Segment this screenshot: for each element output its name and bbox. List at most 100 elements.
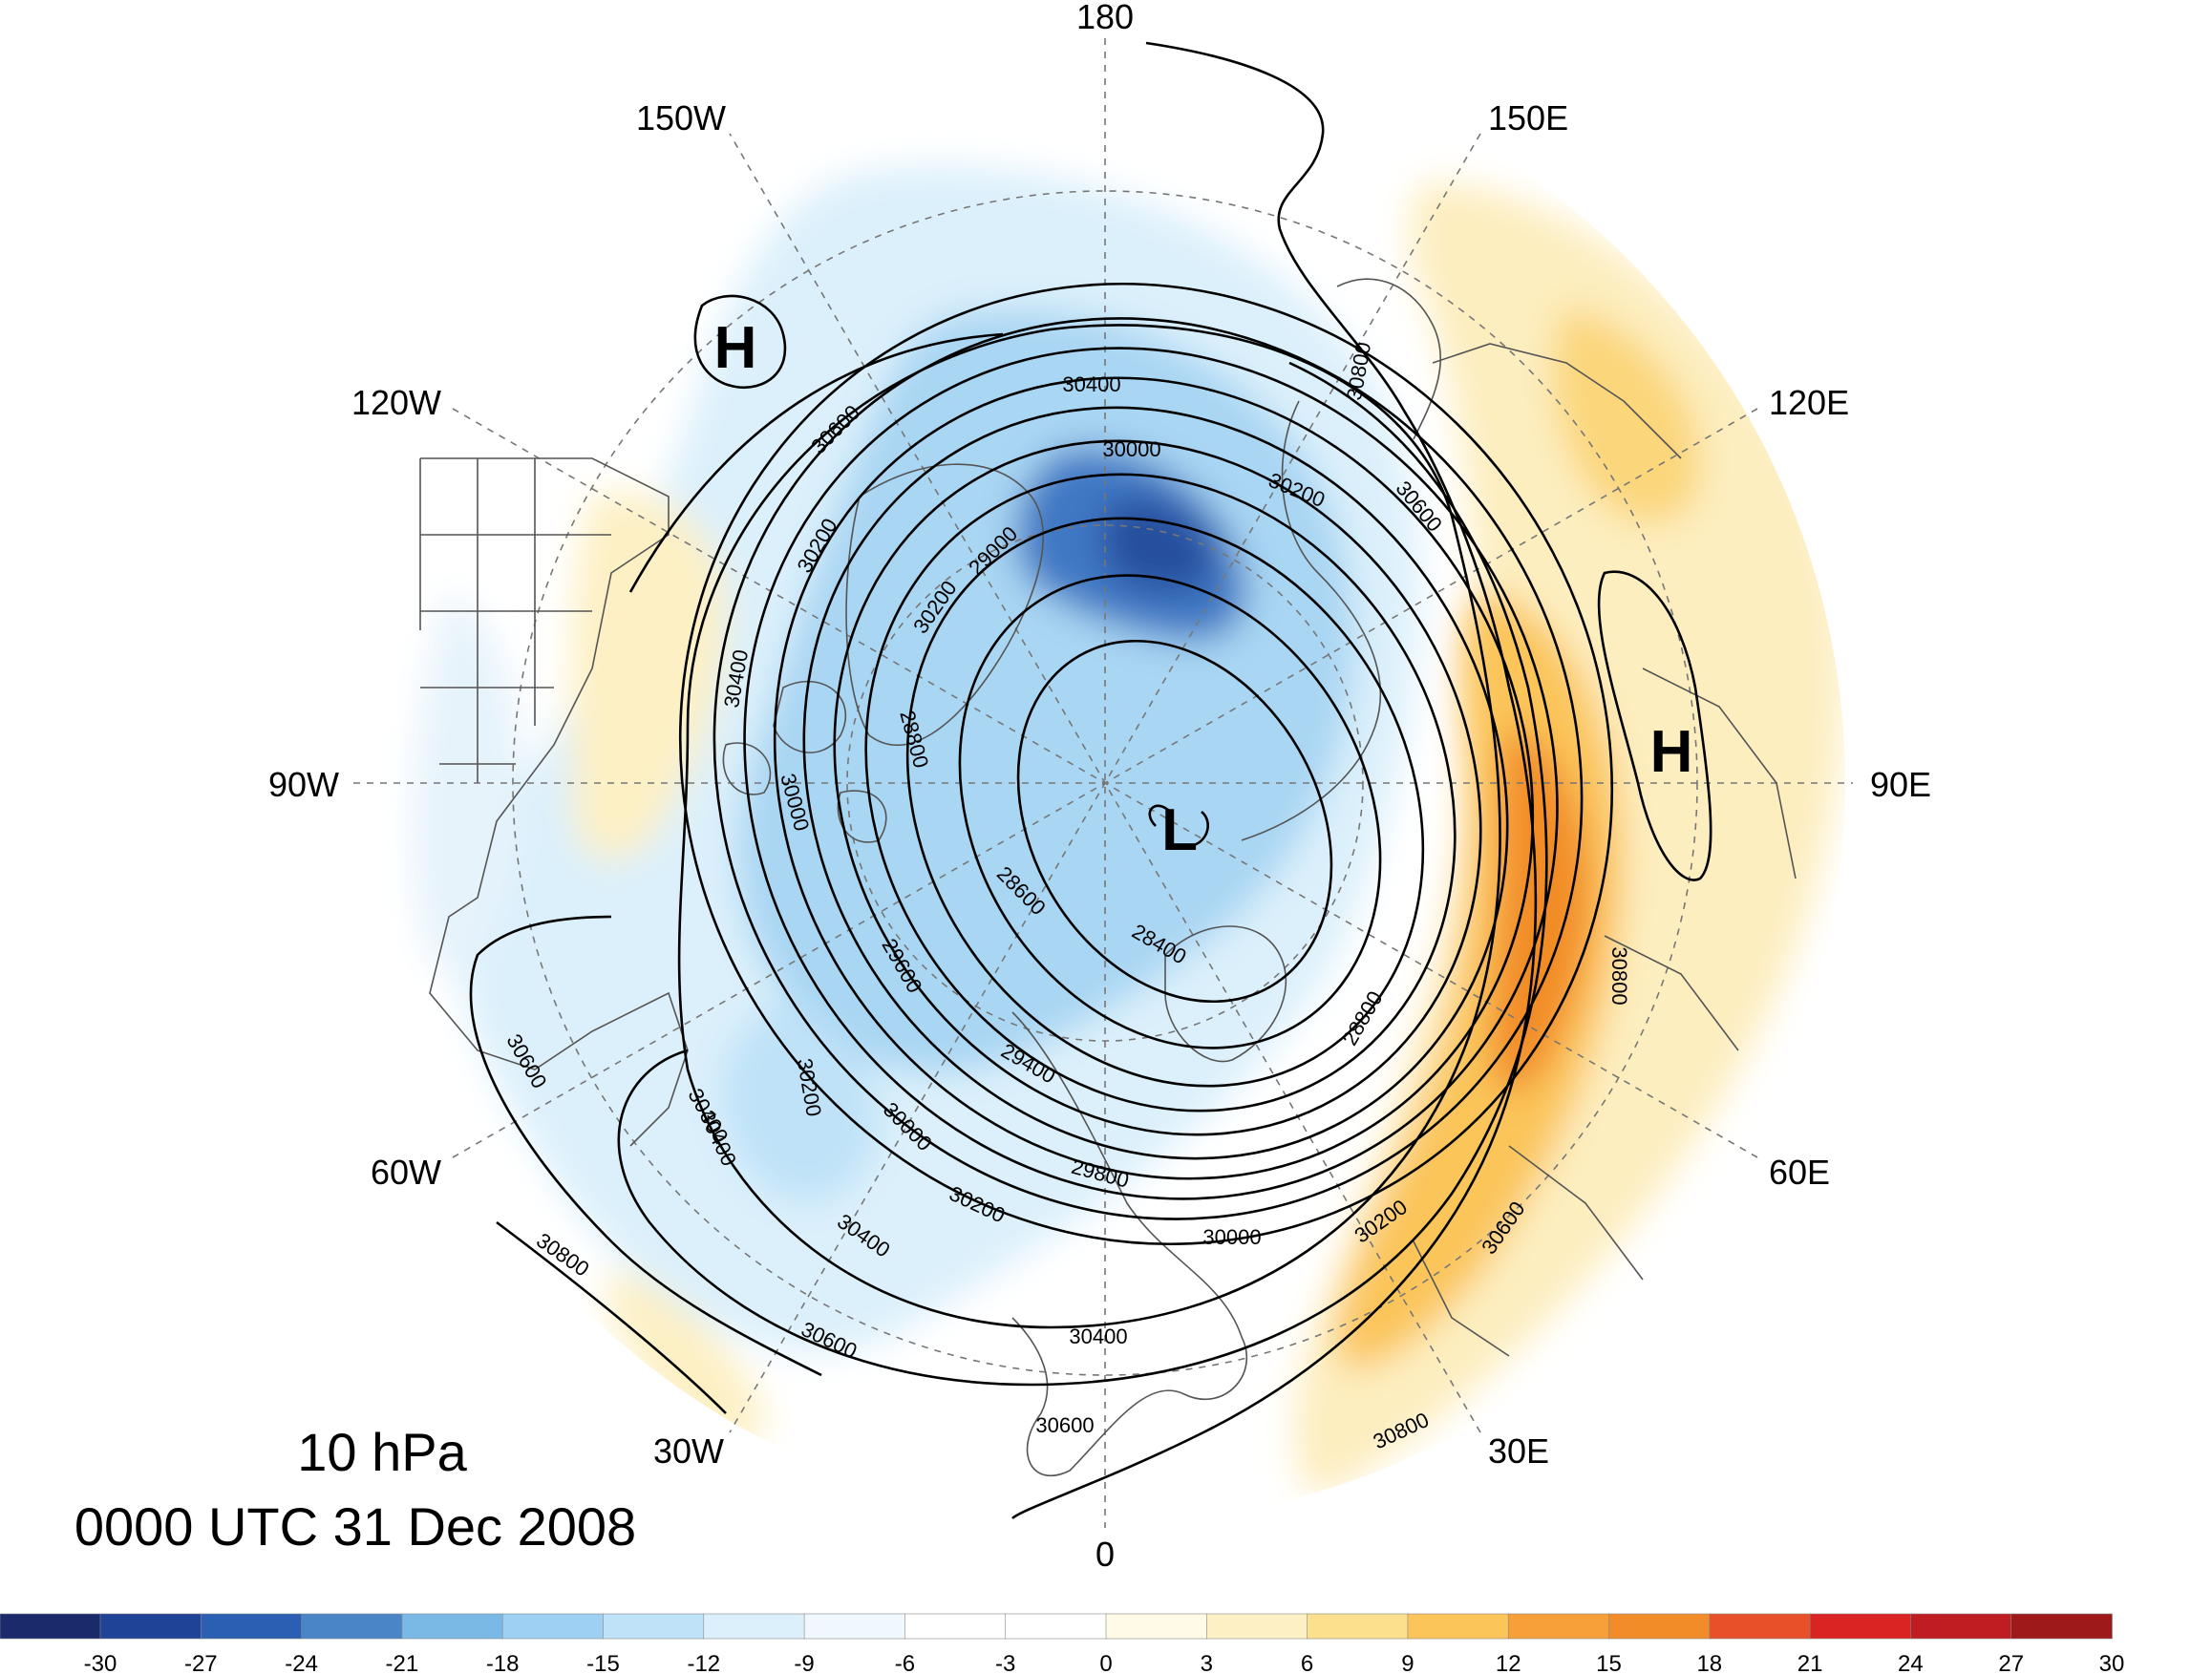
valid-time-title: 0000 UTC 31 Dec 2008 xyxy=(74,1496,636,1557)
contour-30400 xyxy=(677,324,1501,1329)
north-america-outline xyxy=(420,457,689,1147)
colorbar-tick-label: -27 xyxy=(184,1651,218,1674)
europe-outline xyxy=(1011,1011,1247,1477)
light-warm-region-atlantic xyxy=(607,1270,766,1444)
contour-29400 xyxy=(802,406,1509,1160)
asia-borders xyxy=(1413,343,1797,1357)
scandinavia-outline xyxy=(1164,925,1287,1063)
colorbar-swatch xyxy=(703,1613,805,1640)
contour-label: 30000 xyxy=(1202,1225,1261,1249)
colorbar-swatch xyxy=(301,1613,403,1640)
colorbar-tick-label: 18 xyxy=(1696,1651,1722,1674)
colorbar: -30 -27 -24 -21 -18 -15 -12 -9 -6 -3 0 3 6 9 12 15 18 21 2… xyxy=(0,1613,2125,1674)
colorbar-swatch xyxy=(501,1613,605,1640)
lon-label-30w: 30W xyxy=(653,1431,724,1471)
colorbar-swatch xyxy=(1809,1613,1912,1640)
colorbar-tick-label: 21 xyxy=(1797,1651,1823,1674)
lon-label-0: 0 xyxy=(1095,1535,1115,1574)
colorbar-swatch xyxy=(0,1613,101,1640)
colorbar-tick-label: -15 xyxy=(586,1651,620,1674)
height-contours xyxy=(469,41,1712,1520)
contour-30200 xyxy=(679,283,1613,1245)
lon-label-60w: 60W xyxy=(371,1153,441,1192)
contour-polar-low-inner xyxy=(1148,804,1209,847)
contour-28600 xyxy=(958,574,1382,1049)
high-pressure-marker-pacific: H xyxy=(714,315,757,381)
colorbar-swatch xyxy=(99,1613,202,1640)
colorbar-tick-label: 30 xyxy=(2099,1651,2125,1674)
colorbar-swatch xyxy=(1709,1613,1811,1640)
colorbar-swatch xyxy=(1206,1613,1308,1640)
contour-north-pacific-high xyxy=(693,294,787,390)
colorbar-tick-label: 15 xyxy=(1596,1651,1622,1674)
colorbar-tick-label: 3 xyxy=(1201,1651,1213,1674)
contour-30800-east-high xyxy=(1597,570,1712,881)
contour-label: 30000 xyxy=(1102,437,1160,461)
colorbar-tick-label: 9 xyxy=(1401,1651,1414,1674)
colorbar-tick-label: -18 xyxy=(486,1651,520,1674)
coastlines xyxy=(419,278,1797,1477)
contour-label: 30400 xyxy=(1062,372,1120,396)
colorbar-swatch xyxy=(603,1613,705,1640)
colorbar-tick-label: 24 xyxy=(1898,1651,1924,1674)
pressure-centers: H H L xyxy=(714,315,1693,863)
colorbar-tick-label: -6 xyxy=(895,1651,915,1674)
temperature-anomaly-shading xyxy=(413,165,1844,1495)
high-pressure-marker-asia: H xyxy=(1650,719,1693,785)
low-pressure-marker-polar: L xyxy=(1161,797,1198,863)
colorbar-tick-label: -21 xyxy=(386,1651,419,1674)
contour-30800-north xyxy=(1011,41,1538,1520)
contour-label: 30800 xyxy=(1607,946,1631,1005)
contour-29800 xyxy=(743,347,1559,1200)
colorbar-swatch xyxy=(2010,1613,2113,1640)
longitude-labels: 180 150E 120E 90E 60E 30E 0 30W 60W 90W … xyxy=(268,0,1931,1574)
colorbar-swatch xyxy=(1005,1613,1107,1640)
contour-28400 xyxy=(1016,639,1333,1004)
warm-region-northeast xyxy=(1552,306,1701,523)
contour-29600 xyxy=(773,376,1535,1180)
colorbar-swatch xyxy=(1507,1613,1610,1640)
contour-30600 xyxy=(469,332,1548,1387)
hot-region-east xyxy=(1491,726,1592,1092)
lon-label-30e: 30E xyxy=(1488,1431,1549,1471)
contour-28800 xyxy=(905,517,1425,1088)
east-siberia-coast xyxy=(1336,278,1441,440)
lon-label-90e: 90E xyxy=(1870,765,1931,804)
graticule xyxy=(353,38,1853,1528)
cold-region-south xyxy=(720,1003,880,1203)
contour-30800-west xyxy=(496,1220,727,1414)
colorbar-swatch xyxy=(904,1613,1007,1640)
lon-label-60e: 60E xyxy=(1769,1153,1830,1192)
colorbar-tick-label: -3 xyxy=(995,1651,1015,1674)
colorbar-tick-label: -9 xyxy=(794,1651,814,1674)
colorbar-tick-label: 0 xyxy=(1099,1651,1112,1674)
colorbar-tick-label: 6 xyxy=(1301,1651,1313,1674)
contour-29000 xyxy=(864,473,1457,1112)
colorbar-swatch xyxy=(803,1613,906,1640)
contour-label: 28800 xyxy=(1337,987,1387,1049)
colorbar-swatch xyxy=(201,1613,303,1640)
lon-label-120e: 120E xyxy=(1769,383,1849,422)
colorbar-tick-label: 27 xyxy=(1998,1651,2024,1674)
colorbar-swatch xyxy=(401,1613,503,1640)
contour-29200 xyxy=(833,439,1482,1136)
greenland-outline xyxy=(845,463,1044,746)
lon-label-150w: 150W xyxy=(636,98,726,138)
deep-cold-core xyxy=(1100,497,1215,594)
colorbar-tick-label: -12 xyxy=(687,1651,720,1674)
colorbar-tick-label: -24 xyxy=(285,1651,318,1674)
colorbar-tick-label: -30 xyxy=(84,1651,117,1674)
contour-label: 30400 xyxy=(1069,1324,1127,1348)
colorbar-swatch xyxy=(1910,1613,2012,1640)
lon-label-90w: 90W xyxy=(268,765,339,804)
pressure-level-title: 10 hPa xyxy=(297,1422,467,1482)
contour-label: 30600 xyxy=(1035,1413,1094,1437)
colorbar-swatch xyxy=(1407,1613,1510,1640)
colorbar-swatch xyxy=(1105,1613,1208,1640)
meridian-150e-30w xyxy=(729,133,1481,1433)
lon-label-150e: 150E xyxy=(1488,98,1568,138)
north-america-grid xyxy=(419,458,611,783)
colorbar-swatch xyxy=(1307,1613,1409,1640)
colorbar-tick-label: 12 xyxy=(1496,1651,1521,1674)
